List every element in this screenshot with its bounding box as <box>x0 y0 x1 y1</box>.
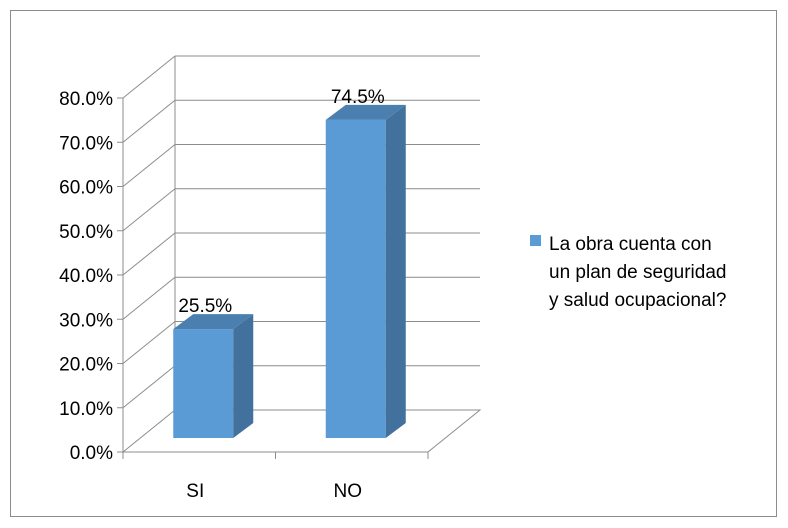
y-tick-label: 10.0% <box>59 399 113 420</box>
legend-label: un plan de seguridad <box>549 262 726 283</box>
bar-si <box>173 329 234 438</box>
data-label-no: 74.5% <box>331 87 385 108</box>
legend-label: y salud ocupacional? <box>549 290 726 311</box>
bar-no <box>325 119 386 439</box>
bar-top-si <box>173 314 254 330</box>
bar-side-no <box>385 104 406 439</box>
bar-top-no <box>325 104 406 120</box>
gridline-side <box>122 321 176 364</box>
gridline-side <box>122 276 176 320</box>
y-tick-label: 0.0% <box>70 443 113 464</box>
gridline-side <box>122 188 176 232</box>
category-label-si: SI <box>186 481 204 502</box>
y-tick-label: 70.0% <box>59 133 113 154</box>
y-tick-label: 80.0% <box>59 89 113 110</box>
y-tick-label: 30.0% <box>59 310 113 331</box>
gridline-side <box>122 55 176 99</box>
y-tick-label: 40.0% <box>59 266 113 287</box>
y-tick-label: 50.0% <box>59 222 113 243</box>
gridline-side <box>122 99 176 143</box>
legend-label: La obra cuenta con <box>549 234 712 255</box>
gridline-side <box>122 144 176 187</box>
category-label-no: NO <box>334 481 363 502</box>
y-tick-label: 20.0% <box>59 355 113 376</box>
gridline-side <box>122 232 176 276</box>
data-label-si: 25.5% <box>178 296 232 317</box>
bar-side-si <box>233 314 254 438</box>
legend-swatch <box>530 235 541 246</box>
y-tick-label: 60.0% <box>59 178 113 199</box>
gridline-side <box>122 365 176 409</box>
